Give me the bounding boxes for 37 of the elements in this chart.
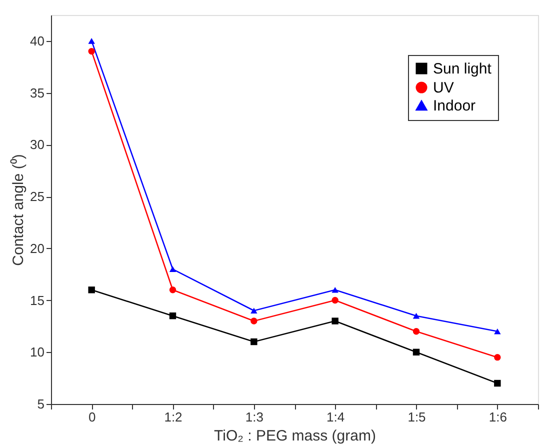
point <box>332 318 338 324</box>
point <box>250 318 258 324</box>
point <box>494 380 501 387</box>
y-tick-label: 35 <box>30 85 44 100</box>
x-tick-label: 1:3 <box>245 410 264 424</box>
x-tick-label: 0 <box>88 410 96 424</box>
y-tick-label: 40 <box>30 33 44 48</box>
y-tick-label: 5 <box>37 396 44 412</box>
point <box>169 286 176 294</box>
y-axis-title: Contact angle (⁰) <box>10 154 28 266</box>
y-tick-label: 15 <box>30 292 44 308</box>
point <box>169 312 176 320</box>
y-tick-label: 30 <box>30 137 44 152</box>
x-tick-label: 1:6 <box>488 410 507 424</box>
x-axis-title: TiO₂ : PEG mass (gram) <box>214 428 376 444</box>
point <box>250 308 258 314</box>
legend-label: UV <box>433 80 454 96</box>
point <box>88 38 95 44</box>
x-tick-label: 1:2 <box>164 410 182 424</box>
x-tick-label: 1:4 <box>326 410 345 424</box>
point <box>88 286 95 294</box>
point <box>494 354 501 361</box>
point <box>412 328 420 335</box>
x-tick-label: 1:5 <box>408 410 426 424</box>
point <box>412 348 420 356</box>
point <box>169 266 176 272</box>
point <box>332 286 338 293</box>
y-tick-label: 10 <box>30 344 44 360</box>
y-tick-label: 20 <box>30 240 44 256</box>
point <box>332 296 338 304</box>
legend-label: Indoor <box>433 98 476 114</box>
point <box>88 48 95 55</box>
point <box>412 312 420 319</box>
point <box>250 338 258 346</box>
point <box>494 328 501 334</box>
y-tick-label: 25 <box>30 189 44 204</box>
legend-label: Sun light <box>433 60 492 78</box>
